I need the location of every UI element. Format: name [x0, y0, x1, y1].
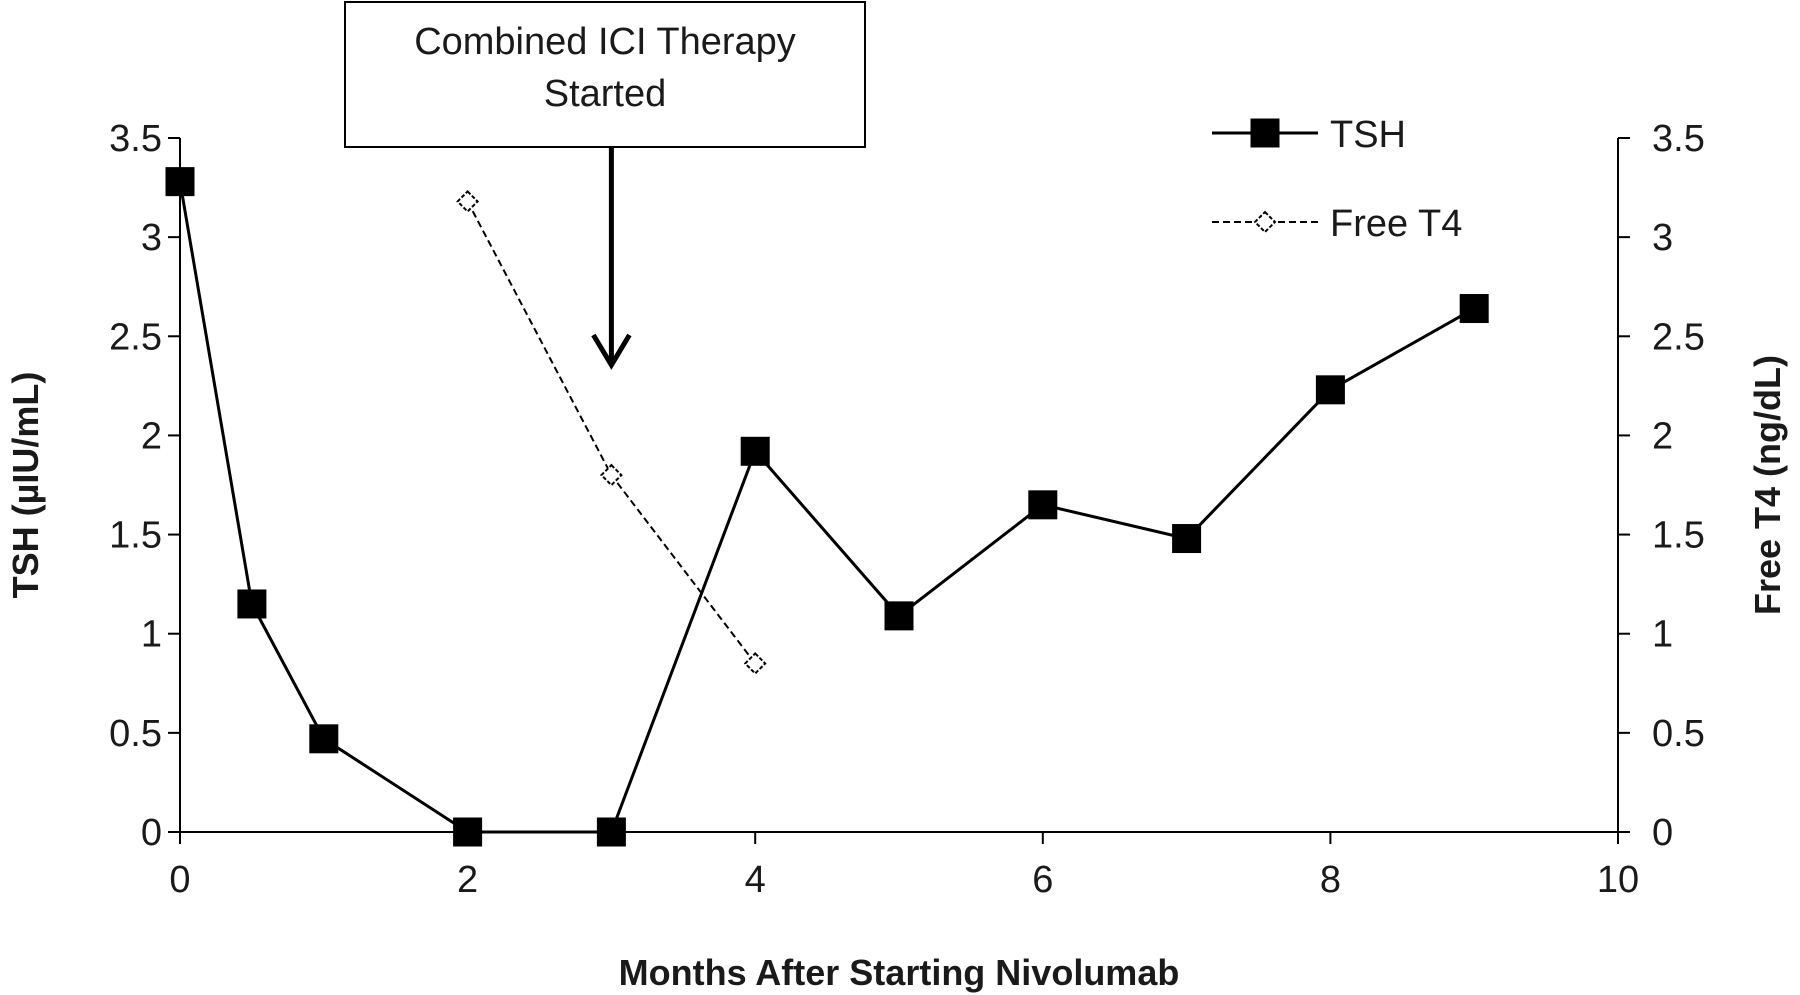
data-point-square — [596, 817, 626, 847]
y-right-tick-label: 2 — [1652, 415, 1673, 457]
y-right-tick-label: 2.5 — [1652, 316, 1705, 358]
y-left-tick-label: 1.5 — [109, 515, 162, 557]
series-layer — [165, 167, 1489, 847]
series-tsh — [165, 167, 1489, 847]
x-tick-label: 4 — [745, 859, 766, 901]
annotation-text-line: Started — [544, 73, 667, 115]
y-left-tick-label: 2 — [141, 415, 162, 457]
annotation-arrow-head — [591, 333, 632, 370]
legend-marker-tsh — [1250, 118, 1280, 148]
y-left-tick-label: 0 — [141, 812, 162, 854]
legend-label-tsh: TSH — [1330, 114, 1406, 156]
y-right-tick-label: 1 — [1652, 614, 1673, 656]
x-tick-label: 0 — [169, 859, 190, 901]
data-point-square — [740, 436, 770, 466]
legend-marker-free-t4 — [1253, 210, 1277, 234]
legend: TSH Free T4 — [1212, 114, 1462, 245]
data-point-diamond — [599, 463, 623, 487]
y-left-tick-label: 3 — [141, 217, 162, 259]
data-point-square — [1315, 375, 1345, 405]
x-tick-label: 8 — [1320, 859, 1341, 901]
y-left-tick-label: 0.5 — [109, 713, 162, 755]
legend-label-free-t4: Free T4 — [1330, 203, 1462, 245]
series-free-t4 — [456, 190, 767, 675]
data-point-square — [309, 724, 339, 754]
x-axis-title: Months After Starting Nivolumab — [619, 952, 1180, 993]
data-point-square — [237, 589, 267, 619]
y-left-axis-title: TSH (µIU/mL) — [5, 372, 46, 599]
axes: 0 2 4 6 8 10 0 0.5 1 1.5 2 2.5 3 3.5 0 0.5 1 1.5 2 2.5 3 3.5 M… — [5, 118, 1788, 993]
y-right-tick-label: 3.5 — [1652, 118, 1705, 160]
y-right-tick-label: 0 — [1652, 812, 1673, 854]
data-point-square — [453, 817, 483, 847]
data-point-square — [165, 167, 195, 197]
data-point-square — [1028, 490, 1058, 520]
data-point-square — [1172, 524, 1202, 554]
data-point-square — [884, 601, 914, 631]
x-tick-label: 10 — [1597, 859, 1639, 901]
annotation-box — [344, 1, 866, 148]
y-right-tick-label: 3 — [1652, 217, 1673, 259]
y-right-axis-title: Free T4 (ng/dL) — [1747, 355, 1788, 615]
annotation-text-line: Combined ICI Therapy — [414, 21, 796, 63]
data-point-diamond — [456, 190, 480, 213]
data-point-square — [1459, 294, 1489, 324]
y-left-tick-label: 1 — [141, 614, 162, 656]
x-tick-label: 2 — [457, 859, 478, 901]
series-line — [178, 181, 1475, 834]
data-point-diamond — [743, 652, 767, 675]
y-left-tick-label: 2.5 — [109, 316, 162, 358]
x-tick-label: 6 — [1032, 859, 1053, 901]
y-left-tick-label: 3.5 — [109, 118, 162, 160]
y-right-tick-label: 0.5 — [1652, 713, 1705, 755]
y-right-tick-label: 1.5 — [1652, 515, 1705, 557]
annotation: Combined ICI Therapy Started — [344, 1, 866, 370]
